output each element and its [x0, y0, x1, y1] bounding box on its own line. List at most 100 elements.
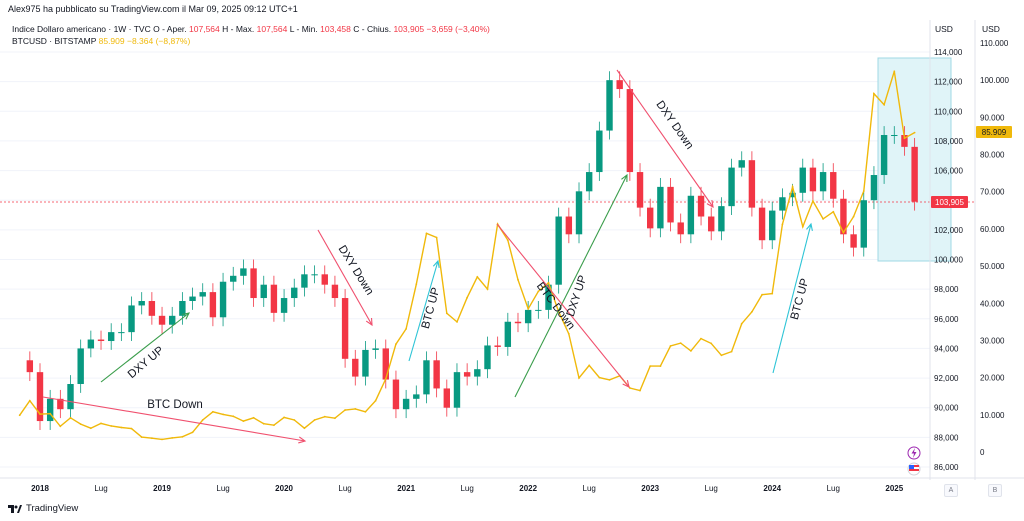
dxy-candle: [870, 166, 878, 210]
annotation-label: DXY UP: [565, 274, 590, 319]
dxy-candle: [362, 341, 369, 386]
right-y-tick: 90.000: [980, 113, 1005, 122]
dxy-candle: [494, 336, 501, 356]
annotation-label: DXY UP: [126, 344, 167, 381]
dxy-candle: [677, 213, 684, 244]
trend-arrow: [496, 223, 630, 388]
dxy-candle: [230, 266, 237, 291]
btc-legend[interactable]: BTCUSD · BITSTAMP 85.909 −8.364 (−8,87%): [12, 36, 190, 46]
dxy-candle: [270, 275, 278, 322]
grid: [0, 51, 930, 468]
right-y-tick: 20.000: [980, 374, 1005, 383]
dxy-candle: [657, 177, 664, 238]
annotation-label: BTC UP: [420, 286, 443, 330]
dxy-low-label: L - Min.: [289, 24, 318, 34]
left-y-tick: 92,000: [934, 374, 959, 383]
tradingview-logo[interactable]: TradingView: [8, 503, 78, 514]
btc-price-tag-text: 85.909: [982, 128, 1007, 137]
us-flag-icon[interactable]: [907, 462, 921, 476]
dxy-change-value: −3,659 (−3,40%): [426, 24, 490, 34]
dxy-price-tag: 103,905: [931, 196, 968, 208]
dxy-close-value: 103,905: [393, 24, 425, 34]
trend-arrow: [408, 259, 440, 362]
dxy-candle: [240, 259, 247, 285]
dxy-candle: [138, 292, 145, 315]
dxy-low-value: 103,458: [320, 24, 351, 34]
dxy-candle: [128, 296, 135, 342]
right-y-tick: 110.000: [980, 39, 1009, 48]
btc-line: [19, 71, 915, 441]
dxy-candle: [840, 189, 847, 244]
dxy-candle: [260, 275, 267, 307]
dxy-candle: [443, 379, 450, 417]
dxy-candle: [636, 163, 644, 217]
dxy-legend[interactable]: Indice Dollaro americano · 1W · TVC O - …: [12, 24, 490, 34]
annotation-arrows: [42, 69, 813, 444]
x-axis-tick: 2020: [275, 484, 293, 493]
trend-arrow: [772, 222, 813, 374]
dxy-candle: [118, 323, 125, 342]
right-y-tick: 70.000: [980, 188, 1005, 197]
dxy-candle: [331, 275, 339, 307]
dxy-candle: [718, 197, 725, 241]
dxy-candle: [219, 272, 227, 327]
x-axis-tick: Lug: [460, 484, 473, 493]
left-y-tick: 88,000: [934, 433, 959, 442]
dxy-open-label: O - Aper.: [153, 24, 187, 34]
auto-scale-button[interactable]: A: [944, 484, 958, 497]
btc-symbol-name: BTCUSD · BITSTAMP: [12, 36, 97, 46]
left-axis-title: USD: [935, 24, 953, 34]
dxy-candle: [504, 312, 512, 356]
btc-price-tag: 85.909: [976, 126, 1012, 138]
left-y-tick: 94,000: [934, 344, 959, 353]
dxy-candle: [413, 385, 420, 408]
left-y-tick: 112,000: [934, 78, 963, 87]
right-axis-title: USD: [982, 24, 1000, 34]
dxy-candle: [392, 370, 400, 419]
trend-arrow: [100, 312, 190, 383]
dxy-candle: [280, 289, 288, 322]
x-axis-tick: 2022: [519, 484, 537, 493]
dxy-candle: [484, 336, 491, 379]
dxy-candle: [596, 121, 603, 181]
dxy-candle: [291, 278, 298, 307]
dxy-candle: [535, 300, 542, 319]
dxy-candle: [799, 158, 806, 202]
dxy-candle: [189, 287, 196, 310]
dxy-candle: [87, 330, 95, 358]
x-axis-tick: Lug: [338, 484, 351, 493]
dxy-candle: [402, 389, 410, 419]
right-y-tick: 30.000: [980, 336, 1005, 345]
scale-b-button[interactable]: B: [988, 484, 1002, 497]
right-y-tick: 60.000: [980, 225, 1005, 234]
btc-last-value: 85.909: [98, 36, 125, 46]
dxy-candle: [565, 207, 573, 244]
dxy-candle: [606, 71, 613, 140]
right-y-tick: 0: [980, 448, 985, 457]
dxy-candle: [555, 207, 562, 294]
trend-arrow: [514, 173, 628, 398]
annotation-label: DXY Down: [653, 99, 695, 152]
dxy-candle: [169, 306, 176, 334]
x-axis-tick: 2021: [397, 484, 415, 493]
publisher-credit: Alex975 ha pubblicato su TradingView.com…: [8, 4, 298, 14]
dxy-candle: [524, 300, 532, 333]
left-y-tick: 98,000: [934, 285, 959, 294]
dxy-candle: [250, 259, 257, 307]
dxy-open-value: 107,564: [189, 24, 220, 34]
tradingview-logo-icon: [8, 504, 22, 514]
dxy-candle: [474, 360, 481, 386]
dxy-candle: [850, 225, 857, 257]
dxy-candle: [148, 292, 156, 325]
lightning-icon[interactable]: [907, 446, 921, 460]
left-y-tick: 90,000: [934, 404, 959, 413]
dxy-candle: [199, 283, 206, 306]
dxy-candle: [880, 126, 888, 184]
x-axis-ticks[interactable]: 2018 Lug 2019 Lug 2020 Lug 2021 Lug 2022 Lug 2023 L…: [31, 484, 904, 493]
dxy-candle: [311, 265, 318, 284]
x-axis-tick: 2023: [641, 484, 659, 493]
y-axis-ticks[interactable]: 114,000112,000110,000108,000106,000104,0…: [934, 39, 1009, 472]
dxy-candle: [891, 126, 898, 144]
